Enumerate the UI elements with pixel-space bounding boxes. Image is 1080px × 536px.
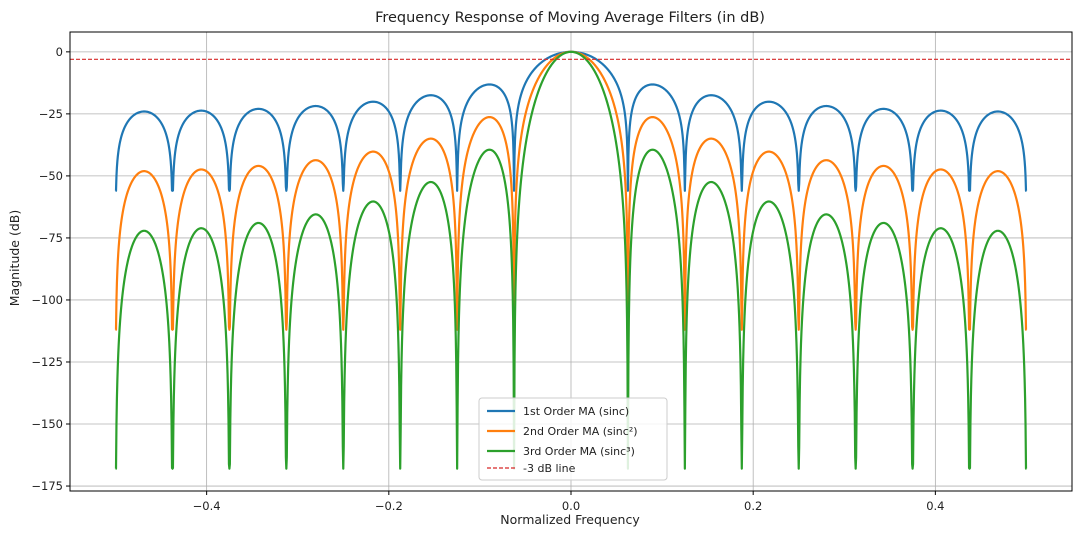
chart-title: Frequency Response of Moving Average Fil… [375,10,765,26]
x-tick-label: 0.2 [744,499,762,513]
series-line-order-3 [114,50,1028,470]
x-axis-label: Normalized Frequency [500,512,640,527]
y-axis-label: Magnitude (dB) [7,210,22,306]
y-tick-label: −125 [31,355,63,369]
y-tick-label: −75 [39,231,63,245]
x-tick-label: 0.4 [926,499,944,513]
x-tick-label: 0.0 [562,499,580,513]
plot-frame [69,31,1073,492]
y-axis-ticks: 0 −25 −50 −75 −100 −125 −150 −175 [31,45,70,493]
x-tick-label: −0.4 [193,499,221,513]
legend-label-3db-line: -3 dB line [523,462,576,475]
legend-box [478,397,668,481]
legend-label-3rd-order: 3rd Order MA (sinc³) [523,445,635,458]
y-tick-label: −150 [31,417,63,431]
legend: 1st Order MA (sinc) 2nd Order MA (sinc²)… [478,397,668,481]
legend-label-1st-order: 1st Order MA (sinc) [523,405,629,418]
y-tick-label: −50 [39,169,63,183]
y-tick-label: −175 [31,479,63,493]
x-tick-label: −0.2 [375,499,403,513]
y-tick-label: 0 [56,45,63,59]
y-tick-label: −100 [31,293,63,307]
series-layer [70,50,1072,470]
grid [70,32,1072,491]
y-tick-label: −25 [39,107,63,121]
x-axis-ticks: −0.4 −0.2 0.0 0.2 0.4 [193,491,945,513]
legend-label-2nd-order: 2nd Order MA (sinc²) [523,425,638,438]
